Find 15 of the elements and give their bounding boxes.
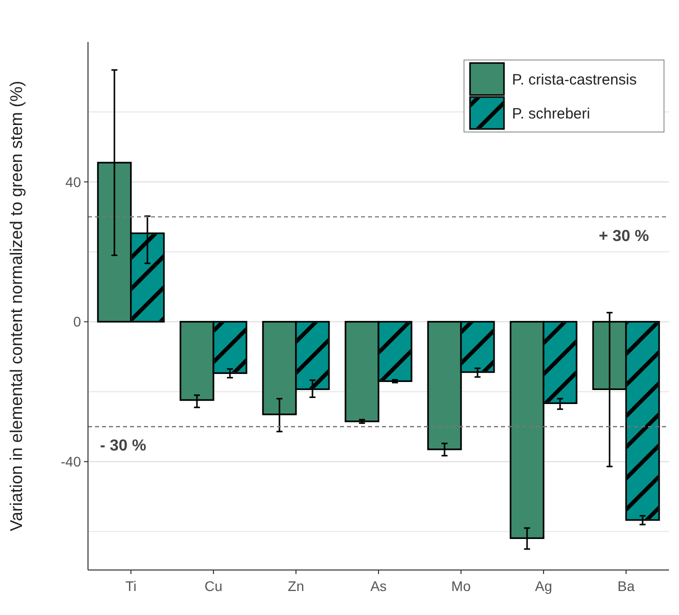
x-tick-label: Zn — [288, 578, 304, 594]
x-tick-label: Ba — [618, 578, 635, 594]
y-tick-label: 0 — [73, 314, 82, 330]
y-tick-label: -40 — [60, 454, 82, 470]
ref-line-label: - 30 % — [100, 438, 146, 455]
legend-label: P. schreberi — [512, 105, 590, 122]
legend-label: P. crista-castrensis — [512, 71, 637, 88]
x-tick-label: As — [370, 578, 387, 594]
x-tick-label: Ag — [534, 578, 552, 594]
ref-line-label: + 30 % — [598, 228, 649, 245]
x-tick-label: Mo — [451, 578, 471, 594]
x-tick-label: Cu — [204, 578, 222, 594]
y-axis-title: Variation in elemental content normalized to green stem (%) — [7, 80, 26, 532]
y-tick-label: 40 — [65, 174, 82, 190]
x-tick-label: Ti — [125, 578, 136, 594]
